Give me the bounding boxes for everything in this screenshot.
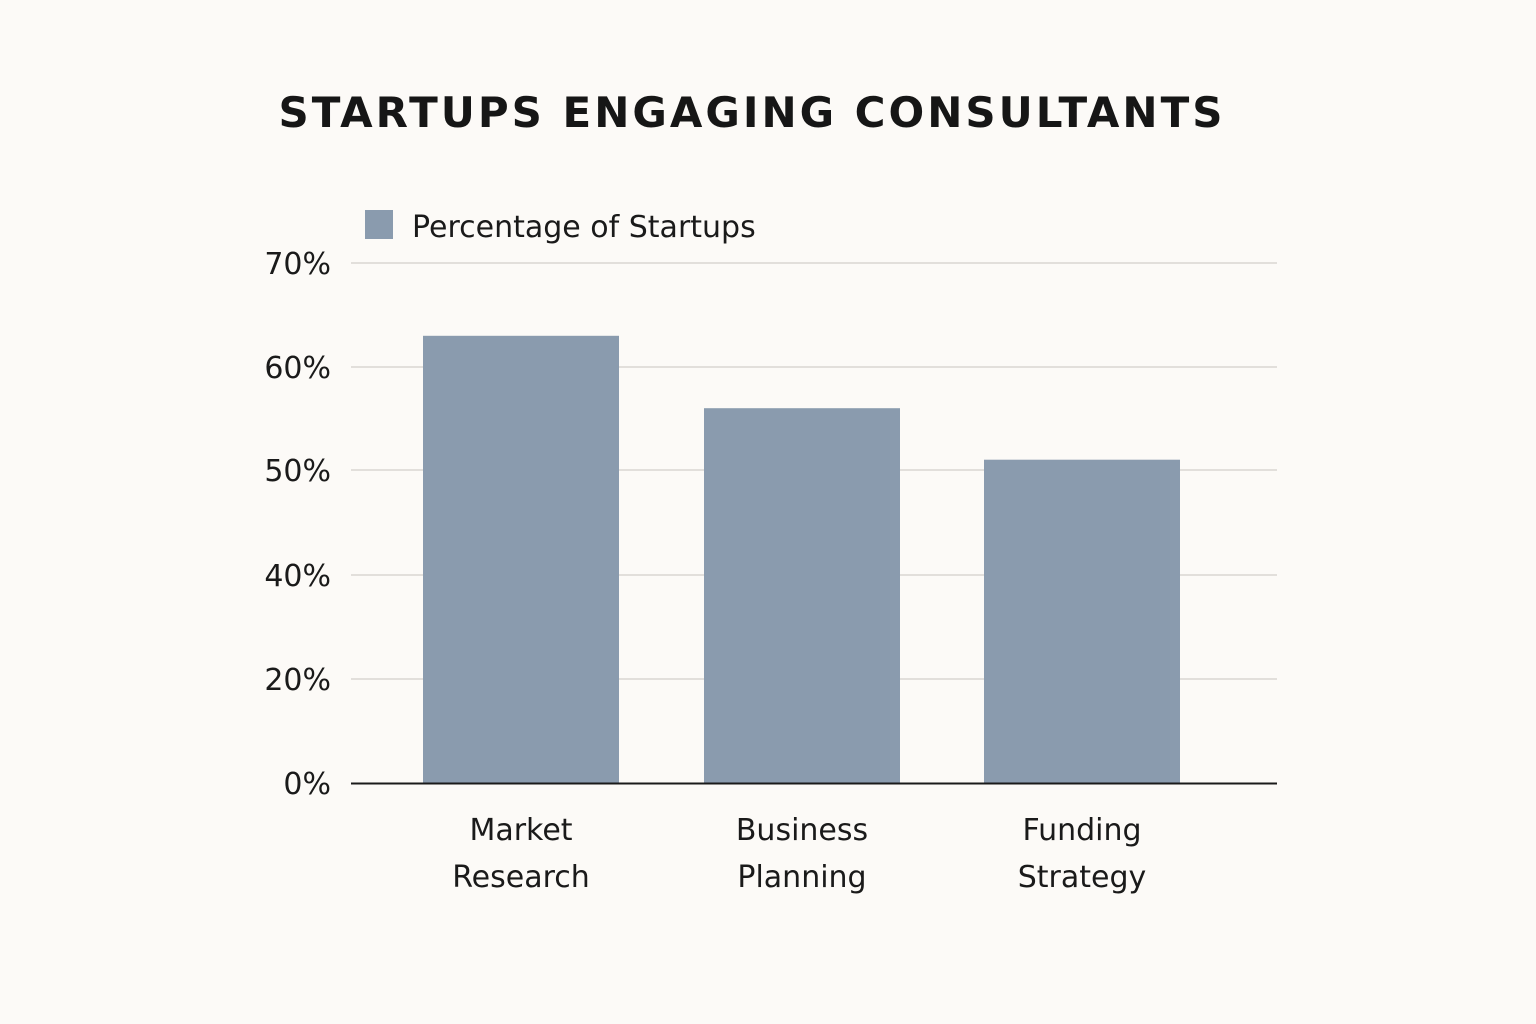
x-category-label-line: Research	[452, 860, 590, 895]
x-category-label: Market Research	[452, 813, 590, 895]
x-category-label: Business Planning	[736, 813, 868, 895]
bar	[423, 335, 619, 783]
bar	[704, 408, 900, 783]
legend-swatch	[365, 210, 393, 239]
y-tick-label: 70%	[264, 247, 331, 282]
x-category-label-line: Market	[469, 813, 572, 848]
x-category-label: Funding Strategy	[1018, 813, 1147, 895]
y-tick-label: 60%	[264, 351, 331, 386]
x-category-label-line: Funding	[1022, 813, 1141, 848]
y-tick-label: 50%	[264, 454, 331, 489]
x-category-label-line: Strategy	[1018, 860, 1147, 895]
y-tick-label: 40%	[264, 559, 331, 594]
legend: Percentage of Startups	[365, 210, 756, 245]
y-tick-label: 0%	[283, 767, 331, 802]
x-category-label-line: Business	[736, 813, 868, 848]
legend-label: Percentage of Startups	[412, 210, 756, 245]
x-axis-categories: Market Research Business Planning Funding Str…	[452, 813, 1146, 895]
y-tick-label: 20%	[264, 663, 331, 698]
bar	[984, 459, 1180, 783]
y-axis-ticks: 0% 20% 40% 50% 60% 70%	[264, 247, 331, 802]
x-category-label-line: Planning	[737, 860, 866, 895]
chart-title: STARTUPS ENGAGING CONSULTANTS	[278, 88, 1226, 137]
bars	[423, 335, 1180, 783]
